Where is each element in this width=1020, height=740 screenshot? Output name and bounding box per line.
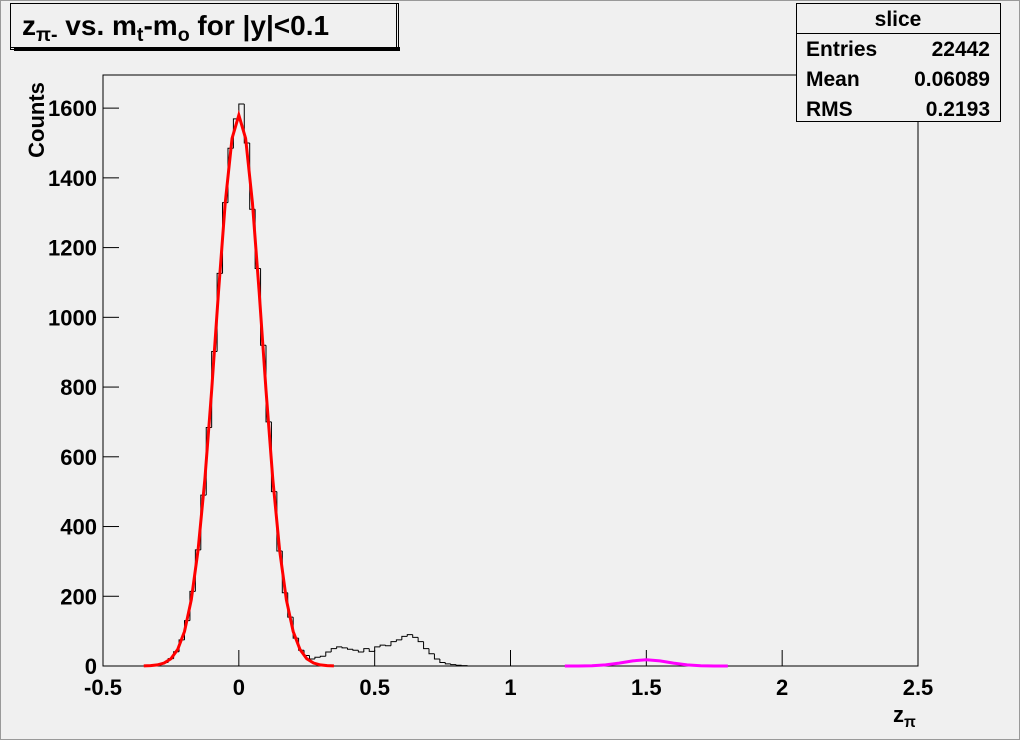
- stats-value: 22442: [932, 38, 990, 61]
- x-tick-label: 0.5: [359, 675, 390, 700]
- histogram-bin: [401, 635, 408, 640]
- histogram-bin: [455, 664, 462, 666]
- y-tick-label: 1400: [48, 166, 97, 191]
- y-axis-label: Counts: [24, 82, 49, 158]
- text-part: z: [893, 702, 904, 727]
- y-tick-label: 600: [60, 445, 97, 470]
- stats-value: 0.06089: [914, 68, 990, 91]
- y-tick-label: 1200: [48, 236, 97, 261]
- histogram-bin: [352, 649, 359, 651]
- histogram-bin: [385, 645, 391, 647]
- y-tick-label: 800: [60, 375, 97, 400]
- histogram-bin: [428, 648, 435, 655]
- histogram-bin: [439, 659, 446, 664]
- x-tick-label: 2.5: [903, 675, 934, 700]
- histogram-bin: [336, 646, 343, 649]
- stats-label: RMS: [806, 98, 853, 121]
- x-tick-label: 1: [504, 675, 516, 700]
- histogram-bin: [357, 650, 364, 653]
- y-tick-label: 400: [60, 515, 97, 540]
- stats-title: slice: [875, 8, 922, 31]
- histogram-bin: [368, 648, 375, 652]
- histogram-bin: [341, 646, 348, 649]
- stats-value: 0.2193: [926, 98, 990, 121]
- text-part: z: [22, 10, 36, 41]
- histogram-bin: [243, 103, 250, 144]
- text-part: -m: [143, 10, 177, 41]
- subscript: o: [178, 24, 190, 46]
- histogram-bin: [450, 663, 457, 666]
- stats-label: Mean: [806, 68, 860, 91]
- histogram-bin: [395, 639, 402, 642]
- stats-box: slice Entries 22442 Mean 0.06089 RMS 0.2193: [796, 3, 1001, 122]
- title-shadow: [14, 47, 400, 51]
- subscript: π: [904, 714, 916, 731]
- x-tick-label: 2: [776, 675, 788, 700]
- frame: [102, 74, 919, 667]
- histogram-bin: [319, 655, 326, 658]
- histogram-bin: [412, 634, 419, 638]
- title-box-inner: [10, 3, 397, 48]
- text-part: for |y|<0.1: [190, 10, 329, 41]
- histogram-bin: [461, 665, 468, 667]
- histogram-bin: [379, 644, 386, 647]
- x-tick-label: 1.5: [631, 675, 662, 700]
- histogram-bin: [433, 653, 440, 660]
- fit-curve: [564, 658, 728, 668]
- stats-frame: [796, 3, 1001, 122]
- y-tick-label: 0: [85, 654, 97, 679]
- histogram-bin: [363, 648, 370, 653]
- histogram-bin: [330, 648, 337, 653]
- y-tick-label: 200: [60, 584, 97, 609]
- histogram-bin: [374, 646, 381, 652]
- histogram-bin: [314, 656, 321, 660]
- histogram-bin: [423, 641, 429, 650]
- histogram-bin: [417, 637, 424, 643]
- subscript: π-: [36, 24, 58, 46]
- y-tick-label: 1600: [48, 96, 97, 121]
- fit-curve: [143, 109, 334, 668]
- x-tick-label: -0.5: [84, 675, 122, 700]
- x-axis-label: zπ: [893, 702, 916, 731]
- x-tick-label: 0: [233, 675, 245, 700]
- chart-title: zπ- vs. mt-mo for |y|<0.1: [22, 10, 329, 46]
- histogram-bin: [347, 647, 353, 650]
- stats-label: Entries: [806, 38, 877, 61]
- histogram-bin: [325, 651, 332, 657]
- y-tick-label: 1000: [48, 305, 97, 330]
- text-part: vs. m: [58, 10, 137, 41]
- subscript: t: [137, 24, 144, 46]
- histogram-bin: [406, 634, 413, 637]
- histogram-bin: [444, 662, 451, 665]
- histogram-bin: [390, 641, 397, 646]
